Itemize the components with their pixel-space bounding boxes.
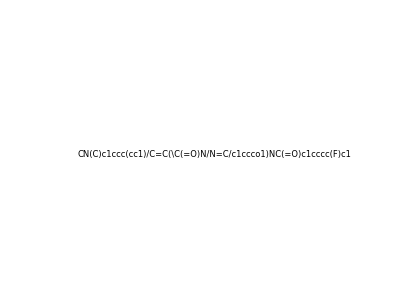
Text: CN(C)c1ccc(cc1)/C=C(\C(=O)N/N=C/c1ccco1)NC(=O)c1cccc(F)c1: CN(C)c1ccc(cc1)/C=C(\C(=O)N/N=C/c1ccco1)… <box>77 150 351 159</box>
